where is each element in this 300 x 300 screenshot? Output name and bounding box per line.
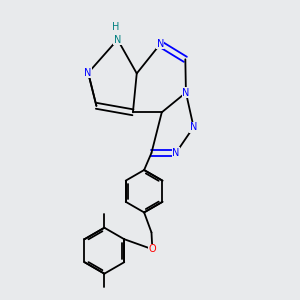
- Text: O: O: [148, 244, 156, 254]
- Text: N: N: [172, 148, 180, 158]
- Text: N: N: [114, 34, 121, 45]
- Text: N: N: [157, 39, 164, 49]
- Text: N: N: [182, 88, 190, 98]
- Text: H: H: [112, 22, 120, 32]
- Text: N: N: [190, 122, 197, 132]
- Text: N: N: [85, 68, 92, 78]
